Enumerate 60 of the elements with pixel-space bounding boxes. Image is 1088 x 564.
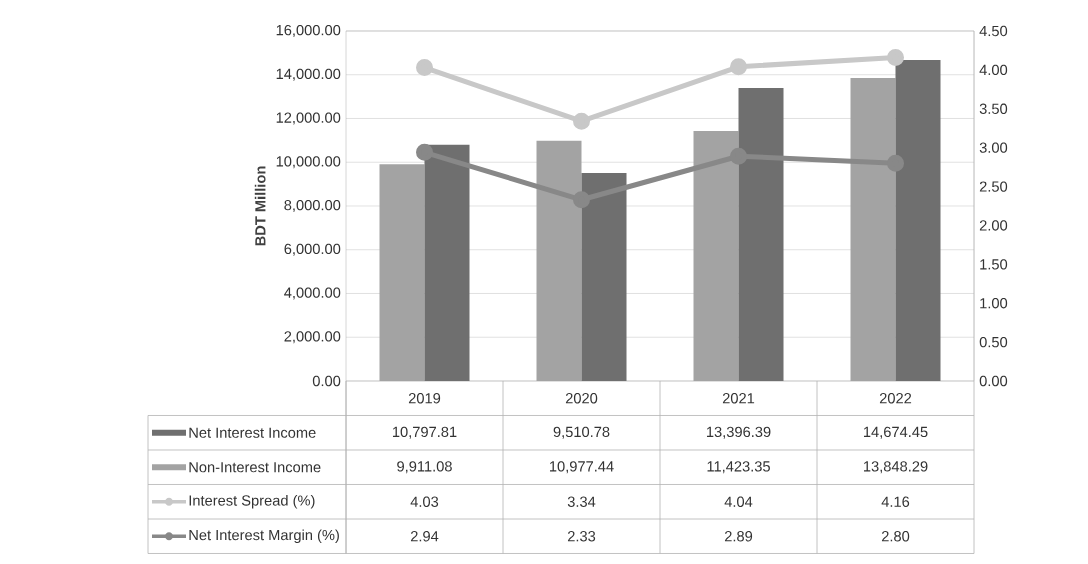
legend-label: Net Interest Margin (%)	[189, 529, 339, 544]
point	[573, 191, 591, 209]
point	[887, 154, 905, 172]
x-tick-label: 2022	[879, 393, 912, 404]
data-label: 14,674.45	[864, 426, 928, 439]
data-label: 9,911.08	[397, 461, 452, 474]
y2-tick-label: 0.50	[979, 336, 1008, 348]
y2-tick-label: 0.00	[979, 375, 1008, 387]
y-tick-label: 0.00	[312, 375, 341, 387]
point	[730, 147, 748, 165]
x-tick-label: 2021	[722, 393, 755, 404]
point	[730, 58, 748, 76]
data-label: 10,797.81	[392, 426, 457, 439]
point	[416, 143, 434, 161]
bar	[895, 59, 941, 381]
data-label: 13,848.29	[864, 461, 928, 474]
y-tick-label: 8,000.00	[284, 199, 341, 213]
y-tick-label: 4,000.00	[284, 287, 341, 300]
y2-tick-label: 1.00	[980, 298, 1008, 309]
bar	[693, 131, 739, 381]
bar	[581, 172, 627, 381]
y2-tick-label: 1.50	[980, 259, 1008, 270]
data-label: 4.04	[724, 496, 753, 507]
y2-tick-label: 4.00	[979, 64, 1008, 76]
y2-tick-label: 4.50	[979, 25, 1008, 37]
bar	[536, 140, 582, 381]
data-label: 10,977.44	[549, 461, 614, 474]
y-tick-label: 10,000.00	[276, 156, 341, 169]
point	[887, 48, 905, 66]
data-label: 2.94	[410, 531, 439, 542]
bar	[738, 87, 784, 381]
x-tick-label: 2019	[408, 393, 441, 404]
data-label: 3.34	[567, 496, 596, 507]
x-tick-label: 2020	[565, 393, 598, 404]
y2-tick-label: 3.00	[979, 142, 1008, 153]
legend-label: Non-Interest Income	[189, 462, 321, 473]
data-label: 2.33	[567, 531, 596, 542]
y-tick-label: 16,000.00	[276, 24, 341, 38]
point	[573, 112, 591, 130]
point	[416, 59, 434, 77]
bar	[379, 164, 425, 381]
y-tick-label: 6,000.00	[284, 243, 341, 256]
bar	[424, 144, 470, 381]
data-label: 9,510.78	[553, 426, 610, 439]
legend-label: Interest Spread (%)	[189, 494, 315, 509]
data-label: 2.89	[724, 531, 753, 542]
y-tick-label: 14,000.00	[276, 68, 341, 81]
y2-tick-label: 2.00	[979, 220, 1008, 231]
data-label: 4.16	[881, 496, 910, 507]
data-label: 11,423.35	[707, 461, 770, 474]
y2-tick-label: 2.50	[979, 181, 1008, 192]
data-label: 2.80	[881, 531, 910, 542]
bar	[850, 78, 896, 381]
data-label: 13,396.39	[706, 426, 771, 439]
data-label: 4.03	[410, 496, 439, 507]
y-tick-label: 12,000.00	[276, 112, 341, 125]
y-axis-title: BDT Million	[254, 166, 266, 246]
y-tick-label: 2,000.00	[284, 331, 341, 344]
y2-tick-label: 3.50	[979, 103, 1008, 114]
legend-label: Net Interest Income	[189, 427, 316, 438]
